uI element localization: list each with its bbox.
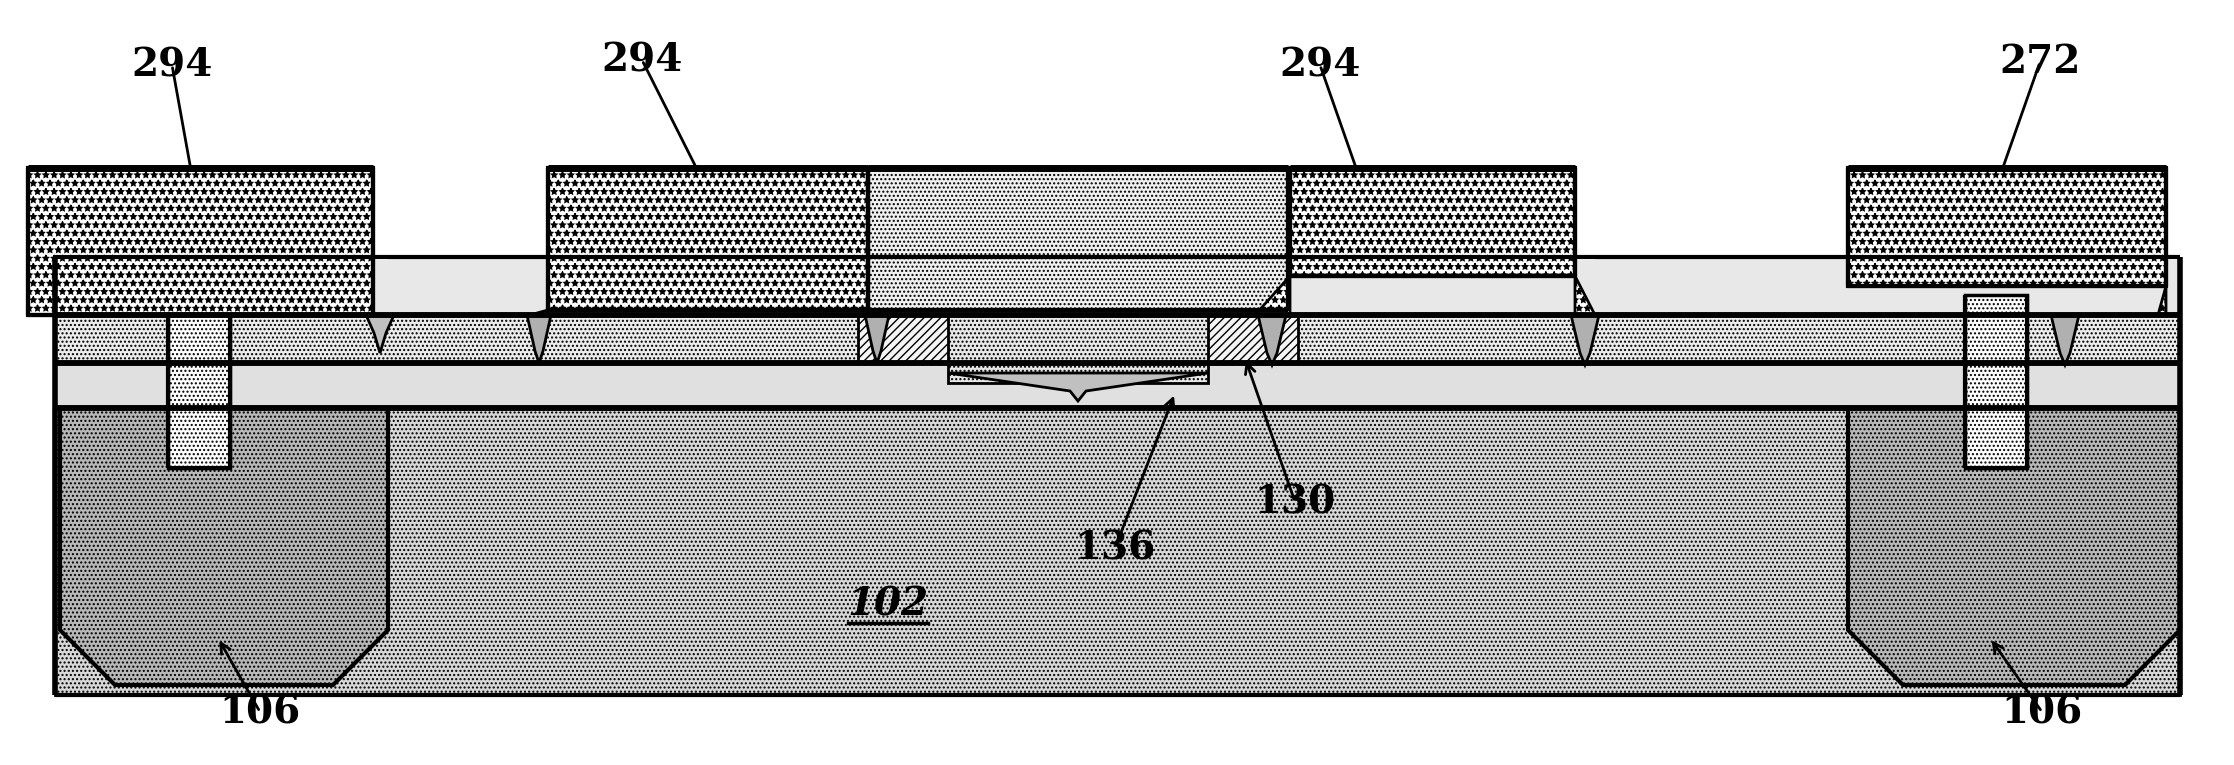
Polygon shape <box>865 315 889 363</box>
Bar <box>389 257 547 315</box>
Bar <box>56 315 2180 363</box>
Text: 294: 294 <box>601 41 684 79</box>
Polygon shape <box>1571 315 1600 365</box>
Polygon shape <box>527 315 552 363</box>
Polygon shape <box>2051 315 2080 365</box>
Bar <box>56 260 2180 315</box>
Text: 130: 130 <box>1253 483 1336 521</box>
Bar <box>1289 168 1575 276</box>
Bar <box>947 315 1209 383</box>
Bar <box>1595 257 1848 315</box>
Text: 106: 106 <box>219 693 302 731</box>
Polygon shape <box>60 408 389 685</box>
Polygon shape <box>366 315 393 353</box>
Bar <box>858 315 1298 363</box>
Polygon shape <box>1258 315 1287 365</box>
Bar <box>1848 168 2167 286</box>
Polygon shape <box>869 310 887 315</box>
Text: 136: 136 <box>1075 529 1155 567</box>
Bar <box>56 408 2180 695</box>
Bar <box>869 168 1289 310</box>
Bar <box>29 168 373 315</box>
Bar <box>1966 295 2026 468</box>
Polygon shape <box>947 373 1209 401</box>
Text: 294: 294 <box>1280 46 1361 84</box>
Polygon shape <box>1256 276 1289 315</box>
Text: 272: 272 <box>1999 43 2080 81</box>
Text: 106: 106 <box>2002 693 2082 731</box>
Polygon shape <box>1848 408 2180 685</box>
Bar <box>858 257 887 315</box>
Text: 102: 102 <box>847 586 929 624</box>
Bar <box>547 168 869 310</box>
Polygon shape <box>529 310 547 315</box>
Polygon shape <box>2158 286 2167 315</box>
Polygon shape <box>1575 276 1595 315</box>
Bar <box>1256 257 1298 315</box>
Text: 294: 294 <box>132 46 212 84</box>
Bar <box>168 315 230 468</box>
Bar <box>56 363 2180 408</box>
